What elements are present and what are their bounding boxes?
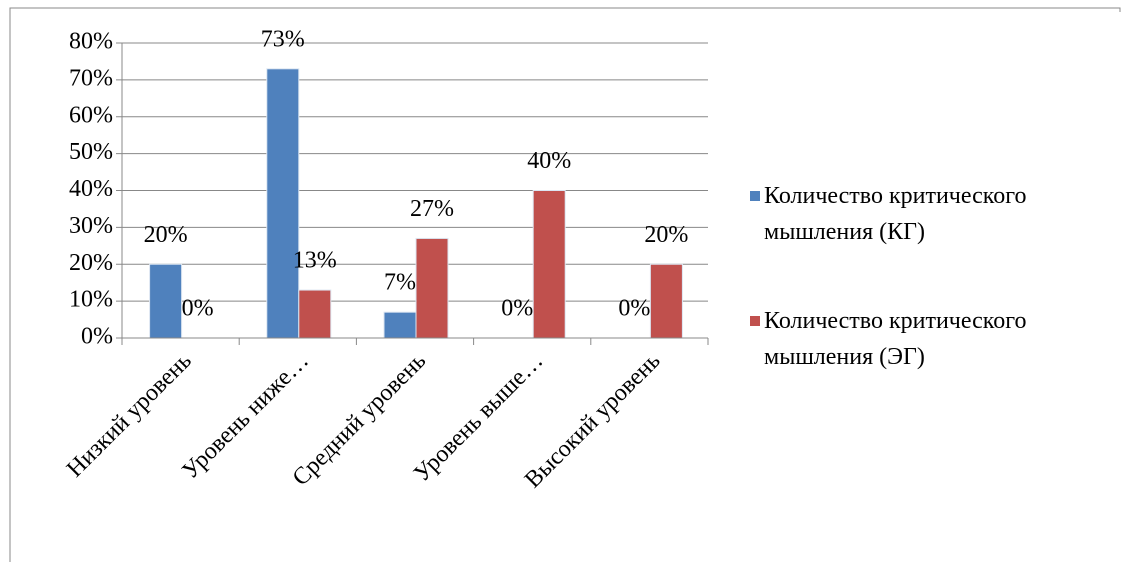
bar <box>649 263 683 339</box>
bar <box>415 237 449 339</box>
x-tick-label: Низкий уровень <box>62 348 197 483</box>
bar <box>266 68 300 339</box>
data-label: 0% <box>618 296 650 322</box>
bar <box>383 311 417 339</box>
bar <box>149 263 183 339</box>
legend-swatch <box>750 191 760 201</box>
legend-label: Количество критического мышления (ЭГ) <box>764 308 1027 370</box>
legend-entry: Количество критического мышления (ЭГ) <box>750 303 1120 375</box>
data-label: 20% <box>644 222 688 248</box>
chart-frame <box>9 7 1121 562</box>
y-tick-label: 10% <box>69 287 113 313</box>
bar <box>532 190 566 339</box>
data-label: 73% <box>261 26 305 52</box>
data-label: 40% <box>527 148 571 174</box>
legend-swatch <box>750 316 760 326</box>
y-tick-label: 50% <box>69 139 113 165</box>
legend-entry: Количество критического мышления (КГ) <box>750 178 1120 250</box>
data-label: 20% <box>144 222 188 248</box>
y-tick-label: 70% <box>69 65 113 91</box>
bar <box>298 289 332 339</box>
y-tick-label: 40% <box>69 176 113 202</box>
legend-label: Количество критического мышления (КГ) <box>764 183 1027 245</box>
data-label: 0% <box>501 296 533 322</box>
data-label: 7% <box>384 270 416 296</box>
y-tick-label: 30% <box>69 213 113 239</box>
y-tick-label: 80% <box>69 29 113 55</box>
y-tick-label: 0% <box>81 324 113 350</box>
y-tick-label: 20% <box>69 250 113 276</box>
y-tick-label: 60% <box>69 102 113 128</box>
data-label: 27% <box>410 196 454 222</box>
data-label: 0% <box>182 296 214 322</box>
data-label: 13% <box>293 248 337 274</box>
x-tick-label: Уровень ниже… <box>177 348 314 485</box>
